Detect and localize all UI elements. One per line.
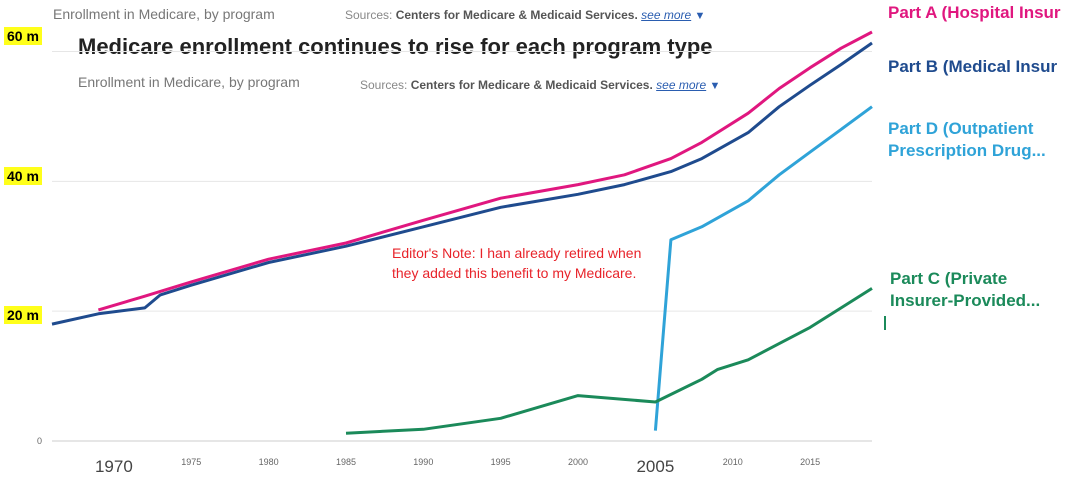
y-tick-zero: 0	[37, 436, 42, 446]
legend-part-b: Part B (Medical Insur	[888, 56, 1080, 78]
chart-subtitle: Enrollment in Medicare, by program	[78, 74, 300, 90]
subtitle-top: Enrollment in Medicare, by program	[53, 6, 275, 22]
legend-part-d: Part D (Outpatient Prescription Drug...	[888, 118, 1068, 162]
sources-top: Sources: Centers for Medicare & Medicaid…	[345, 8, 705, 22]
see-more-link[interactable]: see more	[656, 78, 707, 92]
series-line-3	[345, 287, 873, 435]
series-line-0	[97, 30, 873, 312]
legend-part-a: Part A (Hospital Insur	[888, 2, 1080, 24]
x-tick-label: 1975	[181, 457, 201, 467]
sources-top-prefix: Sources:	[345, 8, 393, 22]
legend-part-c-label: Part C (Private Insurer-Provided...	[890, 269, 1041, 310]
legend-part-b-label: Part B (Medical Insur	[888, 57, 1058, 76]
legend-part-c-marker	[884, 316, 886, 330]
x-tick-label: 2010	[723, 457, 743, 467]
x-tick-label: 1980	[259, 457, 279, 467]
x-tick-label: 1995	[491, 457, 511, 467]
see-more-top-link[interactable]: see more	[641, 8, 692, 22]
x-tick-label: 2005	[636, 457, 674, 476]
x-tick-label: 1970	[95, 457, 133, 476]
sources: Sources: Centers for Medicare & Medicaid…	[360, 78, 720, 92]
chart-title: Medicare enrollment continues to rise fo…	[78, 34, 713, 59]
legend-part-d-label: Part D (Outpatient Prescription Drug...	[888, 119, 1046, 160]
sources-prefix: Sources:	[360, 78, 408, 92]
x-axis-ticks: 1970 1975 1980 1985 1990 1995 2000 2005 2010 2015	[95, 457, 820, 476]
y-badge-40m: 40 m	[4, 167, 42, 185]
legend-part-c: Part C (Private Insurer-Provided...	[890, 268, 1068, 312]
y-badge-20m: 20 m	[4, 306, 42, 324]
x-tick-label: 1990	[413, 457, 433, 467]
chart-grid	[52, 50, 872, 442]
y-badge-60m: 60 m	[4, 27, 42, 45]
sources-value: Centers for Medicare & Medicaid Services…	[410, 78, 653, 92]
x-tick-label: 2015	[800, 457, 820, 467]
chart-series	[51, 30, 873, 435]
chevron-down-icon[interactable]: ▼	[709, 80, 721, 92]
chevron-down-icon[interactable]: ▼	[694, 10, 706, 22]
series-line-2	[653, 105, 873, 431]
editors-note: Editor's Note: I han already retired whe…	[392, 245, 642, 281]
legend-part-a-label: Part A (Hospital Insur	[888, 3, 1061, 22]
x-tick-label: 2000	[568, 457, 588, 467]
sources-top-value: Centers for Medicare & Medicaid Services…	[395, 8, 638, 22]
x-tick-label: 1985	[336, 457, 356, 467]
series-line-1	[51, 41, 873, 326]
